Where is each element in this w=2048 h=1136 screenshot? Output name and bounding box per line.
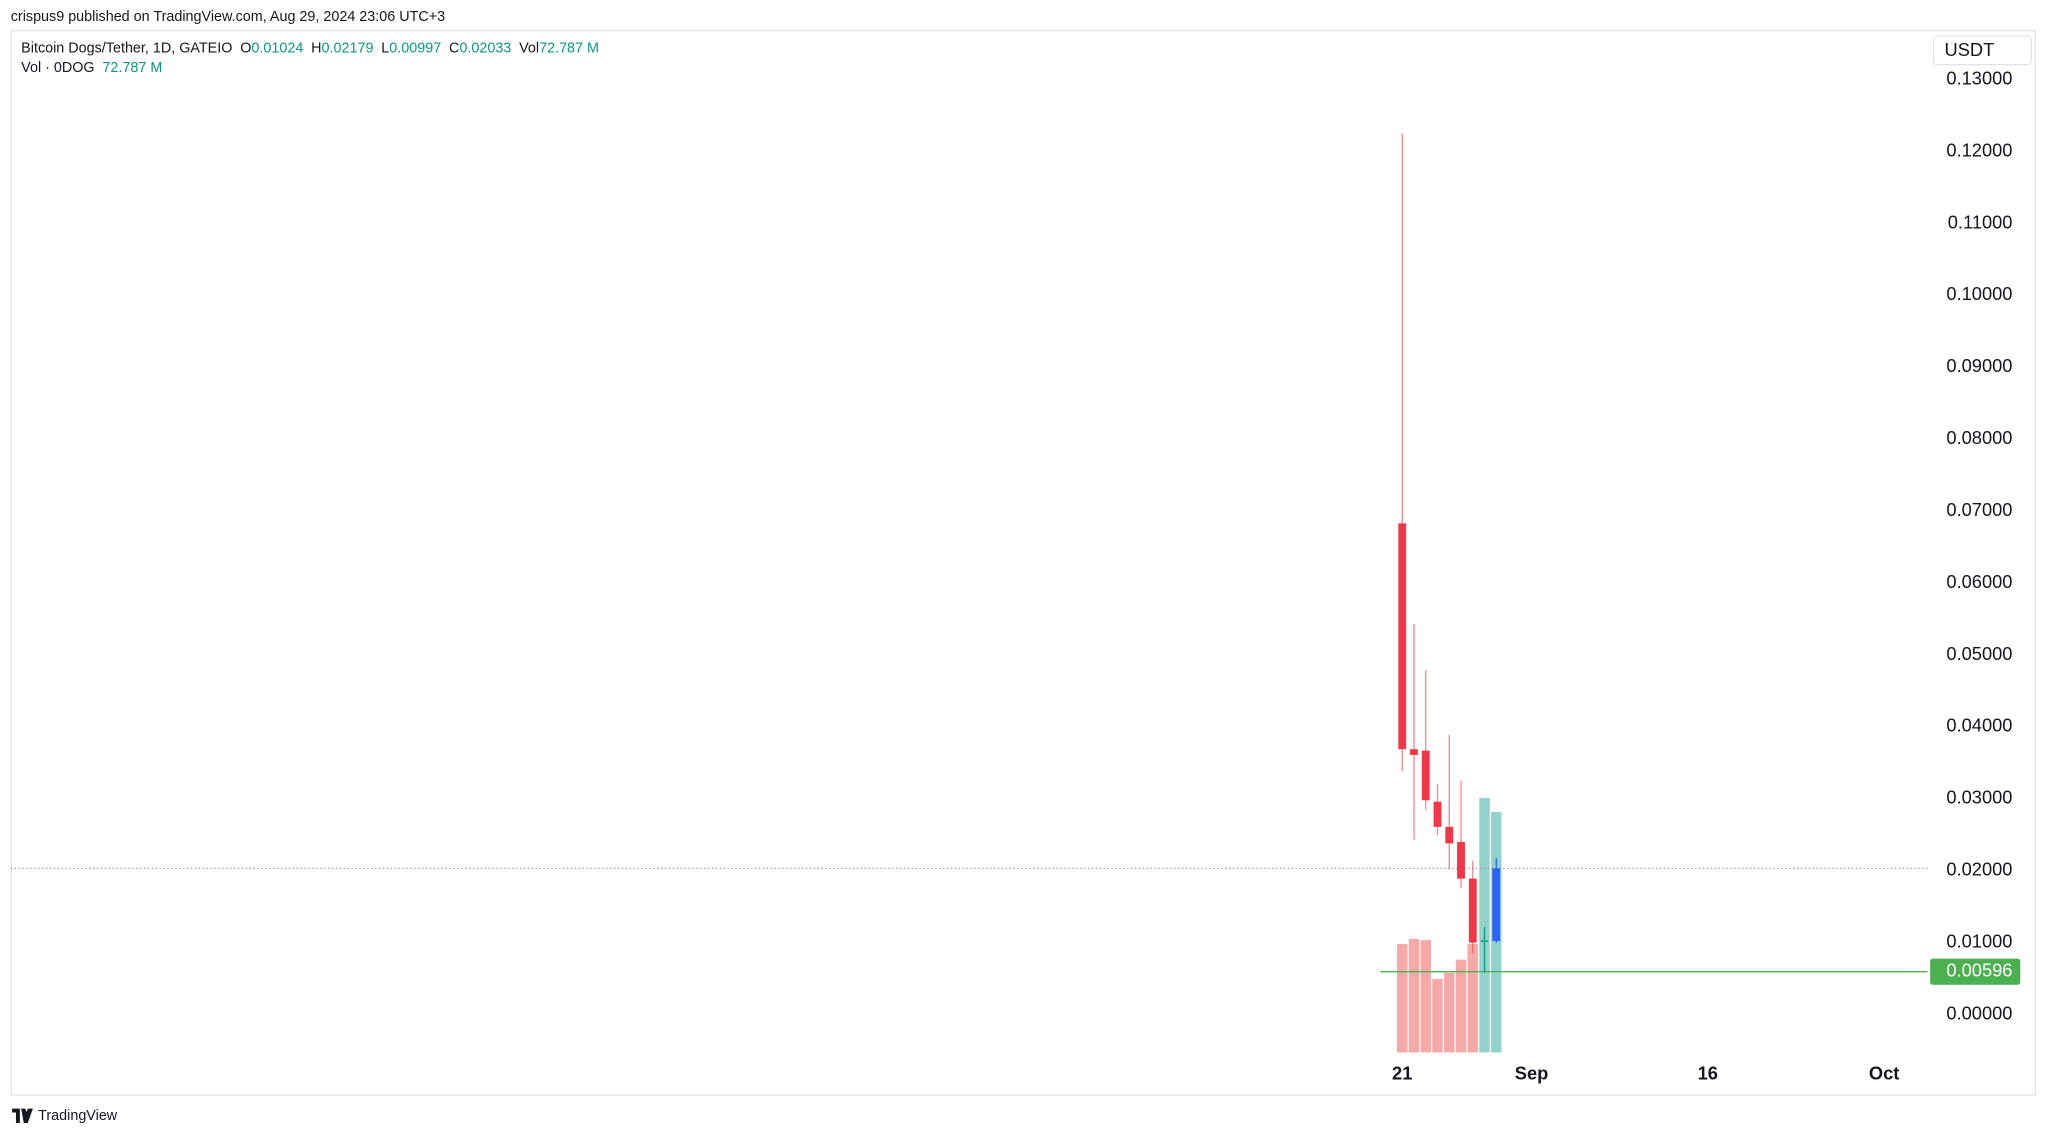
candle-body bbox=[1445, 826, 1454, 844]
volume-value: 72.787 M bbox=[102, 60, 162, 76]
y-tick-label: 0.12000 bbox=[1946, 139, 2012, 160]
volume-legend: Vol · 0DOG 72.787 M bbox=[21, 60, 162, 76]
y-tick-label: 0.07000 bbox=[1946, 499, 2012, 520]
h-label: H bbox=[311, 40, 321, 56]
volume-bar bbox=[1444, 972, 1455, 1053]
volume-title: Vol · 0DOG bbox=[21, 60, 94, 76]
candle-body bbox=[1468, 878, 1477, 943]
c-label: C bbox=[449, 40, 459, 56]
y-tick-label: 0.13000 bbox=[1946, 67, 2012, 88]
volume-bar bbox=[1432, 979, 1443, 1053]
volume-bar bbox=[1397, 944, 1408, 1053]
last-price-box bbox=[1930, 958, 2021, 985]
y-tick-label: 0.10000 bbox=[1946, 283, 2012, 304]
volume-bar bbox=[1479, 797, 1490, 1053]
y-tick-label: 0.01000 bbox=[1946, 930, 2012, 951]
x-tick-label: 16 bbox=[1698, 1062, 1718, 1083]
y-tick-label: 0.02000 bbox=[1946, 859, 2012, 880]
x-tick-label: Oct bbox=[1869, 1062, 1899, 1083]
y-tick-label: 0.05000 bbox=[1946, 643, 2012, 664]
brand-logo bbox=[12, 1108, 33, 1123]
volume-bar bbox=[1420, 940, 1431, 1053]
candle-body bbox=[1480, 940, 1489, 942]
volume-bar bbox=[1467, 944, 1478, 1053]
o-label: O bbox=[240, 40, 251, 56]
candle-body bbox=[1398, 523, 1407, 750]
volume-bar bbox=[1455, 959, 1467, 1053]
x-tick-label: Sep bbox=[1515, 1062, 1548, 1083]
brand: TradingView bbox=[38, 1108, 118, 1124]
y-tick-label: 0.11000 bbox=[1948, 211, 2013, 232]
y-tick-label: 0.06000 bbox=[1946, 571, 2012, 592]
publisher: crispus9 published on TradingView.com, A… bbox=[11, 9, 445, 25]
chart-frame bbox=[10, 30, 2036, 1096]
x-tick-label: 21 bbox=[1392, 1062, 1412, 1083]
last-price-label: 0.00596 bbox=[1946, 960, 2012, 981]
c-value: 0.02033 bbox=[459, 40, 511, 56]
candle-body bbox=[1492, 868, 1501, 941]
y-tick-label: 0.04000 bbox=[1946, 715, 2012, 736]
h-value: 0.02179 bbox=[322, 40, 374, 56]
y-tick-label: 0.03000 bbox=[1946, 787, 2012, 808]
y-tick-label: 0.08000 bbox=[1946, 427, 2012, 448]
candle-body bbox=[1410, 749, 1418, 755]
currency-box[interactable] bbox=[1932, 35, 2033, 66]
vol-value: 72.787 M bbox=[539, 40, 599, 56]
candle-body bbox=[1457, 841, 1465, 879]
o-value: 0.01024 bbox=[251, 40, 303, 56]
l-value: 0.00997 bbox=[389, 40, 441, 56]
symbol: Bitcoin Dogs/Tether, 1D, GATEIO bbox=[21, 40, 232, 56]
vol-label: Vol bbox=[519, 40, 539, 56]
y-tick-label: 0.00000 bbox=[1946, 1002, 2012, 1023]
candle-body bbox=[1421, 750, 1430, 801]
legend: Bitcoin Dogs/Tether, 1D, GATEIO O0.01024 H… bbox=[21, 40, 599, 56]
volume-bar bbox=[1408, 938, 1420, 1053]
currency[interactable]: USDT bbox=[1945, 39, 1995, 60]
candle-body bbox=[1433, 801, 1442, 827]
l-label: L bbox=[381, 40, 389, 56]
y-tick-label: 0.09000 bbox=[1946, 355, 2012, 376]
